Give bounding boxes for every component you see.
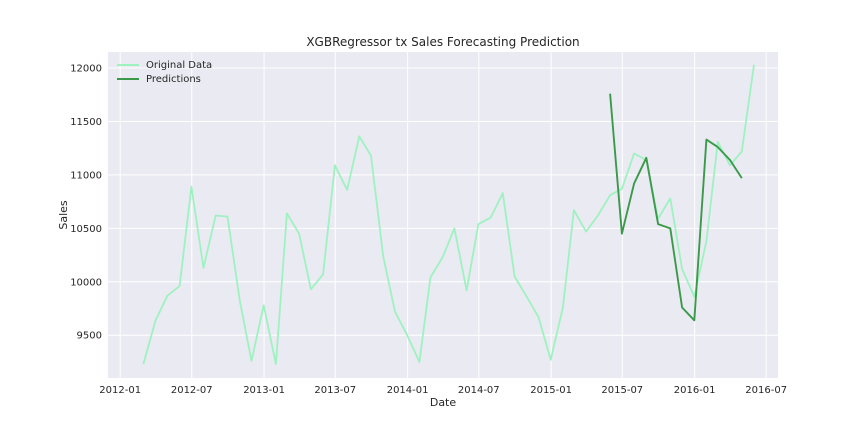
y-tick-label: 10000 (70, 277, 102, 288)
y-tick-label: 9500 (77, 331, 102, 342)
x-axis-label: Date (430, 396, 457, 409)
x-tick-label: 2012-07 (171, 385, 213, 396)
x-tick-label: 2012-01 (99, 385, 141, 396)
y-tick-label: 11500 (70, 117, 102, 128)
x-axis-ticks: 2012-01 2012-07 2013-01 2013-07 2014-01 2014-… (99, 385, 787, 396)
x-tick-label: 2014-07 (458, 385, 500, 396)
x-tick-label: 2015-07 (601, 385, 643, 396)
x-tick-label: 2016-01 (674, 385, 716, 396)
x-tick-label: 2014-01 (387, 385, 429, 396)
legend: Original Data Predictions (117, 60, 212, 85)
y-tick-label: 10500 (70, 224, 102, 235)
x-tick-label: 2016-07 (745, 385, 787, 396)
y-tick-label: 12000 (70, 64, 102, 75)
x-tick-label: 2013-07 (314, 385, 356, 396)
y-tick-label: 11000 (70, 170, 102, 181)
x-tick-label: 2015-01 (530, 385, 572, 396)
grid (108, 52, 778, 378)
series-line-predictions (609, 93, 743, 322)
legend-label-original: Original Data (146, 60, 212, 71)
series-layer (142, 64, 755, 366)
y-axis-label: Sales (57, 200, 70, 230)
y-axis-ticks: 9500 10000 10500 11000 11500 12000 (70, 64, 102, 342)
legend-label-predictions: Predictions (146, 74, 201, 85)
plot-background (108, 52, 778, 378)
chart-title: XGBRegressor tx Sales Forecasting Predic… (306, 35, 579, 49)
x-tick-label: 2013-01 (243, 385, 285, 396)
